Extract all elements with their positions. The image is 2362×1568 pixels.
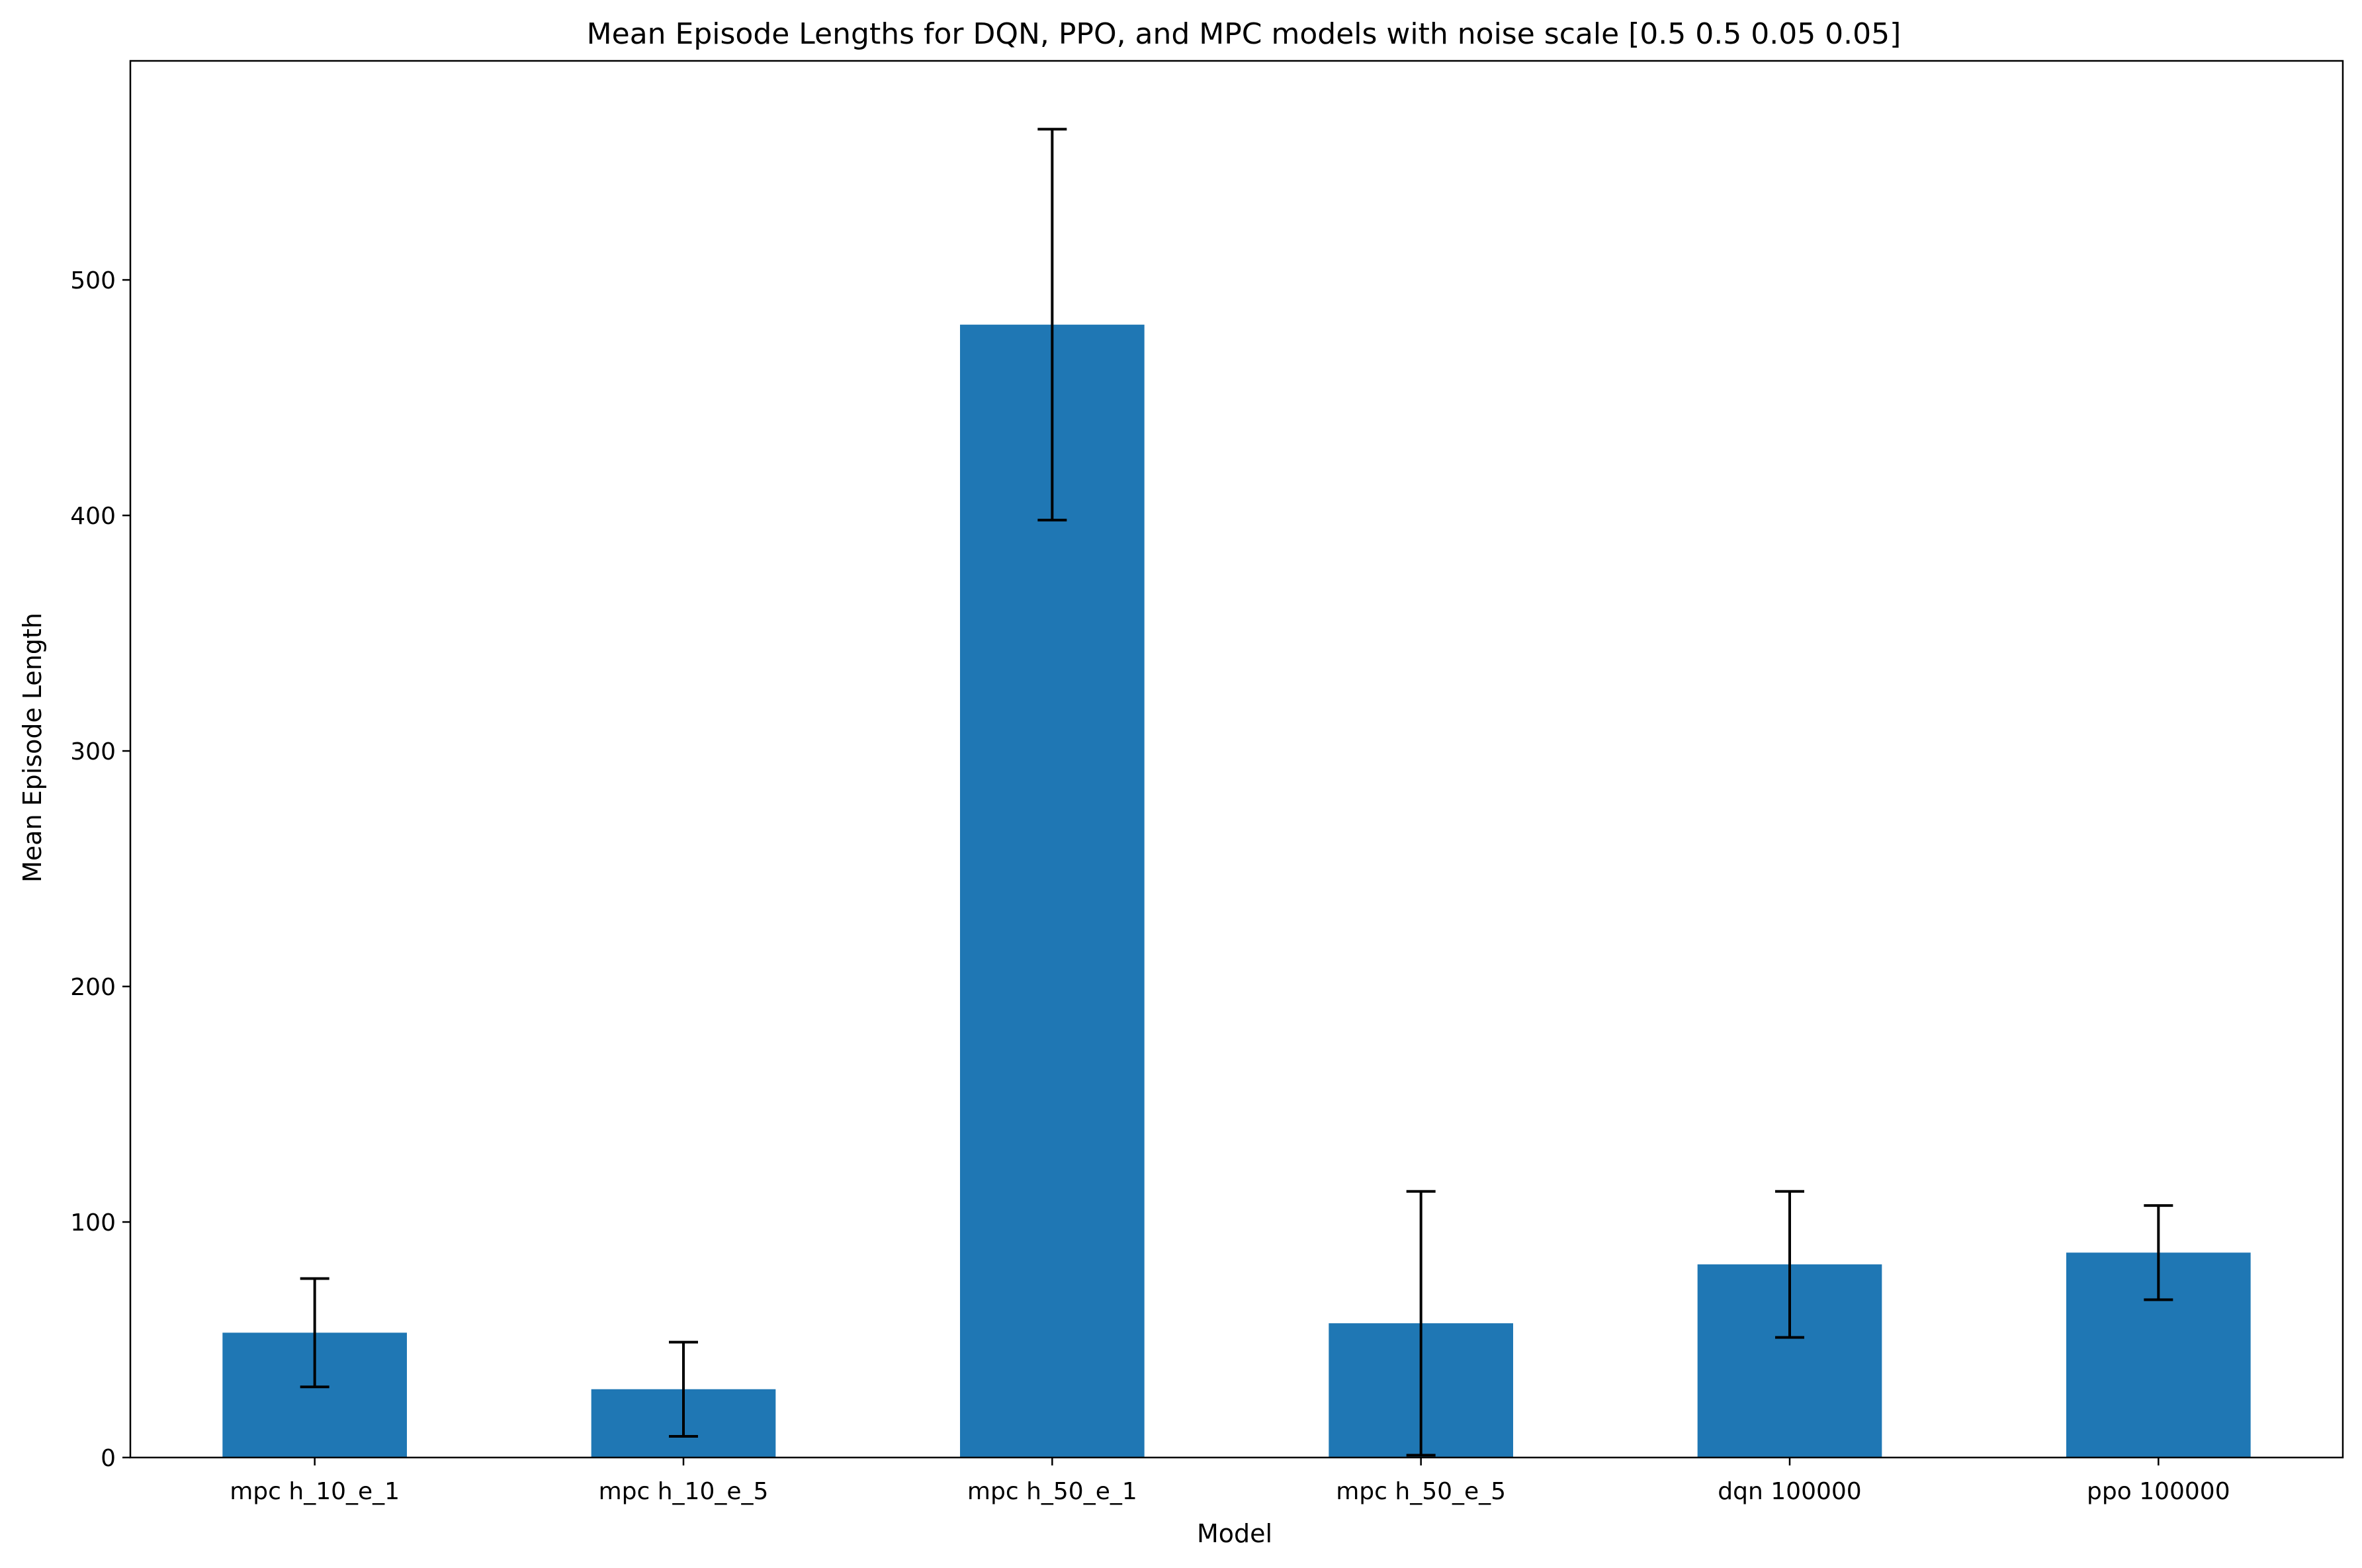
x-tick-label-4: mpc h_50_e_5 [1336, 1478, 1506, 1505]
x-tick-label-3: mpc h_50_e_1 [967, 1478, 1137, 1505]
x-axis-label: Model [1197, 1519, 1272, 1548]
y-tick-label-500: 500 [70, 267, 116, 294]
y-tick-label-100: 100 [70, 1209, 116, 1237]
x-tick-label-2: mpc h_10_e_5 [599, 1478, 769, 1505]
y-tick-label-400: 400 [70, 503, 116, 530]
plot-area: 0 100 200 300 400 500 mpc h_10_e_1 mpc h_10_e_5… [70, 60, 2344, 1505]
y-tick-label-0: 0 [101, 1445, 116, 1472]
y-tick-label-300: 300 [70, 738, 116, 765]
chart-title: Mean Episode Lengths for DQN, PPO, and M… [587, 17, 1902, 51]
y-tick-label-200: 200 [70, 974, 116, 1001]
y-axis-label: Mean Episode Length [18, 613, 47, 883]
x-tick-label-6: ppo 100000 [2087, 1478, 2230, 1505]
x-tick-label-1: mpc h_10_e_1 [230, 1478, 400, 1505]
plot-frame [129, 60, 2344, 1459]
x-tick-label-5: dqn 100000 [1718, 1478, 1861, 1505]
